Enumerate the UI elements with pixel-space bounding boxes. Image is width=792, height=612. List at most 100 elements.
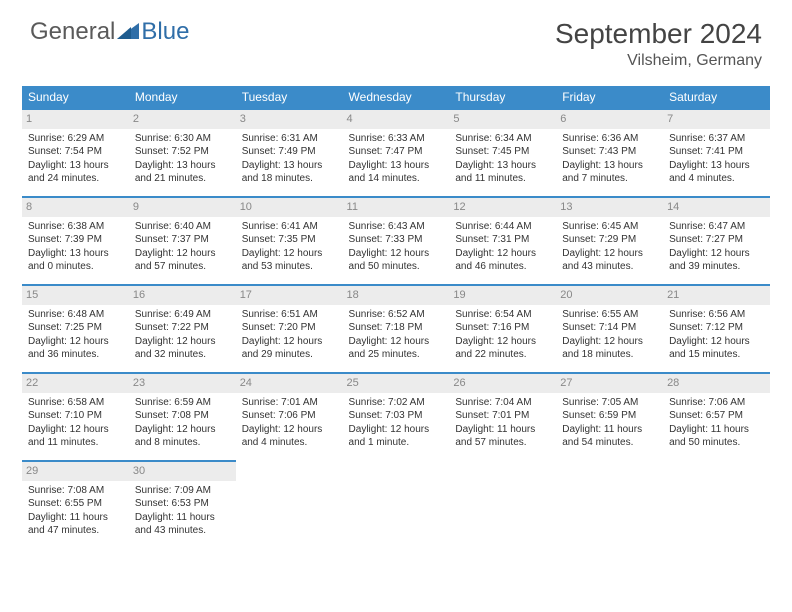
day-number: 27 — [556, 374, 663, 393]
day-number: 24 — [236, 374, 343, 393]
calendar-cell: 17 Sunrise: 6:51 AMSunset: 7:20 PMDayligh… — [236, 285, 343, 373]
calendar-cell: 11 Sunrise: 6:43 AMSunset: 7:33 PMDayligh… — [343, 197, 450, 285]
day-details: Sunrise: 6:37 AMSunset: 7:41 PMDaylight:… — [669, 132, 764, 186]
day-number: 23 — [129, 374, 236, 393]
logo-text-2: Blue — [141, 18, 189, 46]
calendar-cell: .. — [449, 461, 556, 546]
calendar-cell: 29 Sunrise: 7:08 AMSunset: 6:55 PMDayligh… — [22, 461, 129, 546]
calendar-cell: 16 Sunrise: 6:49 AMSunset: 7:22 PMDayligh… — [129, 285, 236, 373]
calendar-row: 1 Sunrise: 6:29 AMSunset: 7:54 PMDaylight… — [22, 109, 770, 197]
calendar-cell: 22 Sunrise: 6:58 AMSunset: 7:10 PMDayligh… — [22, 373, 129, 461]
day-number: 10 — [236, 198, 343, 217]
day-number: 21 — [663, 286, 770, 305]
day-number: 9 — [129, 198, 236, 217]
calendar-cell: .. — [236, 461, 343, 546]
day-details: Sunrise: 6:56 AMSunset: 7:12 PMDaylight:… — [669, 308, 764, 362]
day-number: 20 — [556, 286, 663, 305]
calendar-row: 29 Sunrise: 7:08 AMSunset: 6:55 PMDayligh… — [22, 461, 770, 546]
day-number: 15 — [22, 286, 129, 305]
weekday-header: Friday — [556, 86, 663, 109]
title-block: September 2024 Vilsheim, Germany — [555, 18, 762, 70]
weekday-header: Wednesday — [343, 86, 450, 109]
calendar-cell: 4 Sunrise: 6:33 AMSunset: 7:47 PMDaylight… — [343, 109, 450, 197]
calendar-cell: 7 Sunrise: 6:37 AMSunset: 7:41 PMDaylight… — [663, 109, 770, 197]
calendar-cell: 6 Sunrise: 6:36 AMSunset: 7:43 PMDaylight… — [556, 109, 663, 197]
weekday-header: Tuesday — [236, 86, 343, 109]
day-number: 11 — [343, 198, 450, 217]
logo-triangle-icon — [117, 18, 139, 46]
weekday-header: Thursday — [449, 86, 556, 109]
calendar-cell: 9 Sunrise: 6:40 AMSunset: 7:37 PMDaylight… — [129, 197, 236, 285]
day-details: Sunrise: 6:52 AMSunset: 7:18 PMDaylight:… — [349, 308, 444, 362]
calendar-cell: 10 Sunrise: 6:41 AMSunset: 7:35 PMDayligh… — [236, 197, 343, 285]
day-details: Sunrise: 6:45 AMSunset: 7:29 PMDaylight:… — [562, 220, 657, 274]
day-number: 4 — [343, 110, 450, 129]
calendar-cell: 26Sunrise: 7:04 AMSunset: 7:01 PMDayligh… — [449, 373, 556, 461]
day-details: Sunrise: 6:36 AMSunset: 7:43 PMDaylight:… — [562, 132, 657, 186]
calendar-cell: 25 Sunrise: 7:02 AMSunset: 7:03 PMDayligh… — [343, 373, 450, 461]
calendar-body: 1 Sunrise: 6:29 AMSunset: 7:54 PMDaylight… — [22, 109, 770, 546]
day-number: 14 — [663, 198, 770, 217]
day-number: 30 — [129, 462, 236, 481]
day-details: Sunrise: 7:05 AMSunset: 6:59 PMDaylight:… — [562, 396, 657, 450]
day-details: Sunrise: 6:41 AMSunset: 7:35 PMDaylight:… — [242, 220, 337, 274]
calendar-cell: 12Sunrise: 6:44 AMSunset: 7:31 PMDayligh… — [449, 197, 556, 285]
calendar-cell: 19 Sunrise: 6:54 AMSunset: 7:16 PMDayligh… — [449, 285, 556, 373]
calendar-cell: 27 Sunrise: 7:05 AMSunset: 6:59 PMDayligh… — [556, 373, 663, 461]
day-details: Sunrise: 6:48 AMSunset: 7:25 PMDaylight:… — [28, 308, 123, 362]
calendar-cell: 21 Sunrise: 6:56 AMSunset: 7:12 PMDayligh… — [663, 285, 770, 373]
day-number: 1 — [22, 110, 129, 129]
weekday-header-row: SundayMondayTuesdayWednesdayThursdayFrid… — [22, 86, 770, 109]
day-number: 2 — [129, 110, 236, 129]
day-details: Sunrise: 6:54 AMSunset: 7:16 PMDaylight:… — [455, 308, 550, 362]
day-number: 5 — [449, 110, 556, 129]
day-details: Sunrise: 6:38 AMSunset: 7:39 PMDaylight:… — [28, 220, 123, 274]
day-number: 17 — [236, 286, 343, 305]
day-number: 3 — [236, 110, 343, 129]
day-details: Sunrise: 7:06 AMSunset: 6:57 PMDaylight:… — [669, 396, 764, 450]
logo-text-1: General — [30, 18, 115, 46]
day-details: Sunrise: 6:33 AMSunset: 7:47 PMDaylight:… — [349, 132, 444, 186]
day-number: 19 — [449, 286, 556, 305]
day-details: Sunrise: 6:58 AMSunset: 7:10 PMDaylight:… — [28, 396, 123, 450]
weekday-header: Monday — [129, 86, 236, 109]
day-details: Sunrise: 6:43 AMSunset: 7:33 PMDaylight:… — [349, 220, 444, 274]
day-details: Sunrise: 7:08 AMSunset: 6:55 PMDaylight:… — [28, 484, 123, 538]
calendar-cell: 23 Sunrise: 6:59 AMSunset: 7:08 PMDayligh… — [129, 373, 236, 461]
calendar-cell: 2Sunrise: 6:30 AMSunset: 7:52 PMDaylight… — [129, 109, 236, 197]
day-details: Sunrise: 7:01 AMSunset: 7:06 PMDaylight:… — [242, 396, 337, 450]
day-number: 16 — [129, 286, 236, 305]
day-details: Sunrise: 6:29 AMSunset: 7:54 PMDaylight:… — [28, 132, 123, 186]
calendar-cell: 24 Sunrise: 7:01 AMSunset: 7:06 PMDayligh… — [236, 373, 343, 461]
day-number: 22 — [22, 374, 129, 393]
day-details: Sunrise: 7:09 AMSunset: 6:53 PMDaylight:… — [135, 484, 230, 538]
header: General Blue September 2024 Vilsheim, Ge… — [0, 0, 792, 78]
month-title: September 2024 — [555, 18, 762, 50]
calendar-row: 22 Sunrise: 6:58 AMSunset: 7:10 PMDayligh… — [22, 373, 770, 461]
calendar-cell: 3 Sunrise: 6:31 AMSunset: 7:49 PMDaylight… — [236, 109, 343, 197]
calendar-table: SundayMondayTuesdayWednesdayThursdayFrid… — [22, 86, 770, 546]
day-details: Sunrise: 7:02 AMSunset: 7:03 PMDaylight:… — [349, 396, 444, 450]
day-details: Sunrise: 6:34 AMSunset: 7:45 PMDaylight:… — [455, 132, 550, 186]
day-details: Sunrise: 7:04 AMSunset: 7:01 PMDaylight:… — [455, 396, 550, 450]
day-details: Sunrise: 6:55 AMSunset: 7:14 PMDaylight:… — [562, 308, 657, 362]
day-number: 6 — [556, 110, 663, 129]
day-details: Sunrise: 6:49 AMSunset: 7:22 PMDaylight:… — [135, 308, 230, 362]
calendar-cell: 15 Sunrise: 6:48 AMSunset: 7:25 PMDayligh… — [22, 285, 129, 373]
location: Vilsheim, Germany — [555, 52, 762, 70]
day-number: 18 — [343, 286, 450, 305]
day-details: Sunrise: 6:51 AMSunset: 7:20 PMDaylight:… — [242, 308, 337, 362]
day-number: 7 — [663, 110, 770, 129]
day-details: Sunrise: 6:59 AMSunset: 7:08 PMDaylight:… — [135, 396, 230, 450]
calendar-cell: .. — [556, 461, 663, 546]
day-details: Sunrise: 6:31 AMSunset: 7:49 PMDaylight:… — [242, 132, 337, 186]
day-number: 25 — [343, 374, 450, 393]
day-number: 29 — [22, 462, 129, 481]
calendar-cell: 14Sunrise: 6:47 AMSunset: 7:27 PMDayligh… — [663, 197, 770, 285]
calendar-cell: 1 Sunrise: 6:29 AMSunset: 7:54 PMDaylight… — [22, 109, 129, 197]
day-number: 8 — [22, 198, 129, 217]
day-details: Sunrise: 6:40 AMSunset: 7:37 PMDaylight:… — [135, 220, 230, 274]
calendar-row: 8 Sunrise: 6:38 AMSunset: 7:39 PMDaylight… — [22, 197, 770, 285]
day-number: 13 — [556, 198, 663, 217]
weekday-header: Saturday — [663, 86, 770, 109]
